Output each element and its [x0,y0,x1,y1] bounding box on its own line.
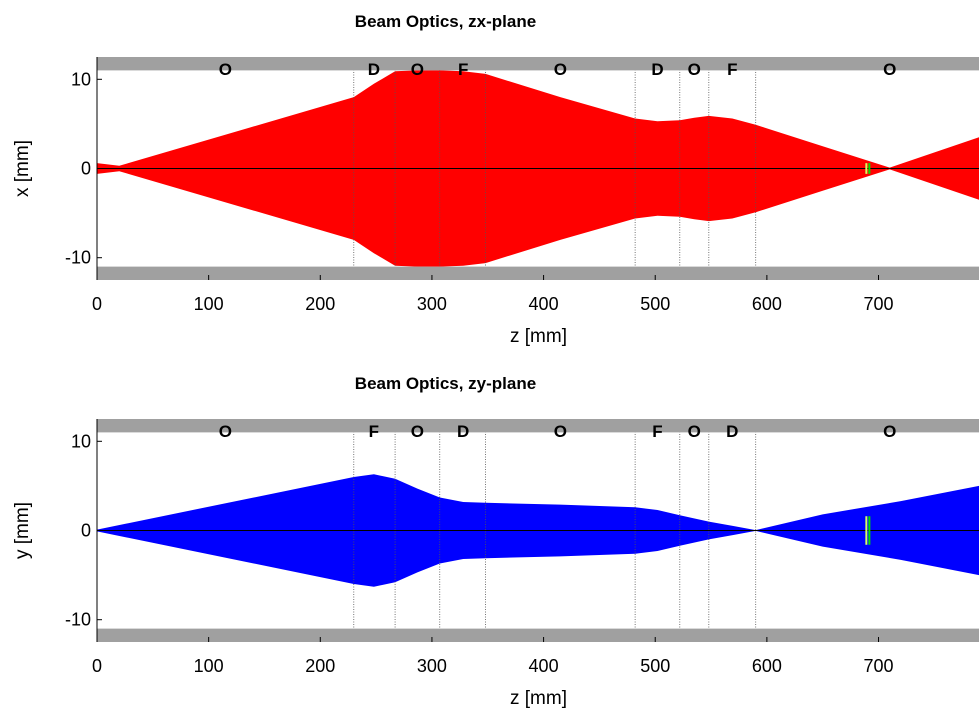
element-label: D [726,422,738,441]
element-label: O [554,60,567,79]
x-tick-label: 600 [752,294,782,314]
x-tick-label: 0 [92,294,102,314]
y-tick-label: -10 [65,248,91,268]
element-label: O [688,422,701,441]
x-tick-label: 400 [529,656,559,676]
element-label: D [368,60,380,79]
x-tick-label: 100 [194,294,224,314]
y-tick-label: -10 [65,610,91,630]
y-tick-label: 10 [71,69,91,89]
element-label: O [883,60,896,79]
element-label: O [219,60,232,79]
screen-marker [868,163,871,174]
screen-marker [868,516,871,545]
element-label: D [651,60,663,79]
element-label: F [369,422,379,441]
chart-title: Beam Optics, zx-plane [355,12,536,31]
x-tick-label: 100 [194,656,224,676]
x-tick-label: 200 [305,656,335,676]
aperture-top [97,419,979,433]
y-tick-label: 0 [81,521,91,541]
element-label: F [458,60,468,79]
x-tick-label: 200 [305,294,335,314]
element-label: O [411,422,424,441]
aperture-bottom [97,266,979,280]
y-axis-label: y [mm] [12,502,33,559]
screen-marker [865,516,868,545]
x-tick-label: 400 [529,294,559,314]
element-label: F [727,60,737,79]
element-label: O [411,60,424,79]
x-tick-label: 700 [863,656,893,676]
element-label: O [219,422,232,441]
aperture-bottom [97,628,979,642]
x-tick-label: 600 [752,656,782,676]
element-label: F [652,422,662,441]
x-tick-label: 300 [417,656,447,676]
x-tick-label: 0 [92,656,102,676]
element-label: O [554,422,567,441]
x-axis-label: z [mm] [510,326,567,347]
y-tick-label: 0 [81,159,91,179]
y-tick-label: 10 [71,431,91,451]
x-tick-label: 500 [640,294,670,314]
x-tick-label: 700 [863,294,893,314]
aperture-top [97,57,979,71]
element-label: O [688,60,701,79]
x-tick-label: 500 [640,656,670,676]
chart-title: Beam Optics, zy-plane [355,374,536,393]
element-label: O [883,422,896,441]
x-axis-label: z [mm] [510,688,567,709]
x-tick-label: 300 [417,294,447,314]
element-label: D [457,422,469,441]
y-axis-label: x [mm] [12,140,33,197]
screen-marker [865,163,868,174]
